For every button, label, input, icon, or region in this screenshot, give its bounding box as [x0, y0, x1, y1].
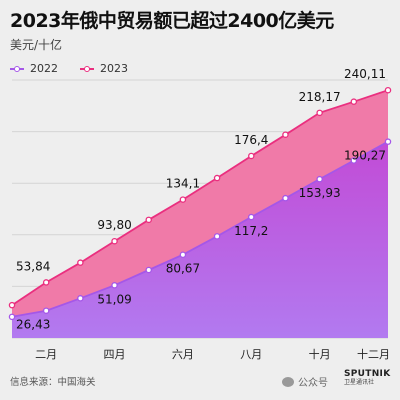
- wechat-icon: [282, 377, 294, 387]
- data-label-2023: 218,17: [299, 90, 341, 104]
- x-tick-label: 十月: [309, 347, 331, 361]
- data-label-2023: 93,80: [97, 218, 131, 232]
- point-2022: [44, 308, 49, 313]
- data-label-2022: 26,43: [16, 318, 50, 332]
- point-2022: [146, 267, 151, 272]
- point-2022: [249, 214, 254, 219]
- point-2023: [78, 260, 83, 265]
- x-tick-label: 十二月: [357, 347, 390, 361]
- data-label-2022: 80,67: [166, 262, 200, 276]
- point-2023: [9, 303, 14, 308]
- data-label-2023: 176,4: [234, 133, 268, 147]
- point-2023: [249, 153, 254, 158]
- point-2023: [214, 175, 219, 180]
- point-2023: [317, 110, 322, 115]
- point-2022: [214, 234, 219, 239]
- data-label-2023: 134,1: [166, 177, 200, 191]
- point-2022: [180, 252, 185, 257]
- data-label-2022: 51,09: [97, 292, 131, 306]
- x-axis-ticks: 二月 四月 六月 八月 十月 十二月: [35, 347, 390, 361]
- data-label-2022: 190,27: [344, 149, 386, 163]
- point-2022: [9, 314, 14, 319]
- sputnik-name: SPUTNIK: [344, 370, 390, 379]
- point-2023: [283, 132, 288, 137]
- x-tick-label: 六月: [172, 348, 194, 361]
- point-2022: [317, 177, 322, 182]
- data-label-2022: 153,93: [299, 186, 341, 200]
- point-2023: [351, 99, 356, 104]
- source-note: 信息来源：中国海关: [10, 374, 96, 388]
- point-2022: [78, 296, 83, 301]
- watermark-label: 公众号: [298, 374, 328, 389]
- point-2022: [112, 283, 117, 288]
- data-label-2023: 240,11: [344, 67, 386, 81]
- point-2022: [385, 139, 390, 144]
- data-label-2022: 117,2: [234, 224, 268, 238]
- sputnik-sub: 卫星通讯社: [344, 380, 390, 386]
- point-2023: [44, 280, 49, 285]
- point-2022: [283, 196, 288, 201]
- x-tick-label: 二月: [35, 348, 57, 361]
- watermark: 公众号: [282, 374, 328, 389]
- x-tick-label: 八月: [240, 348, 262, 361]
- point-2023: [112, 239, 117, 244]
- data-label-2023: 53,84: [16, 259, 50, 273]
- sputnik-logo: SPUTNIK 卫星通讯社: [344, 370, 390, 386]
- x-tick-label: 四月: [104, 348, 126, 361]
- point-2023: [146, 217, 151, 222]
- point-2023: [180, 197, 185, 202]
- point-2023: [385, 88, 390, 93]
